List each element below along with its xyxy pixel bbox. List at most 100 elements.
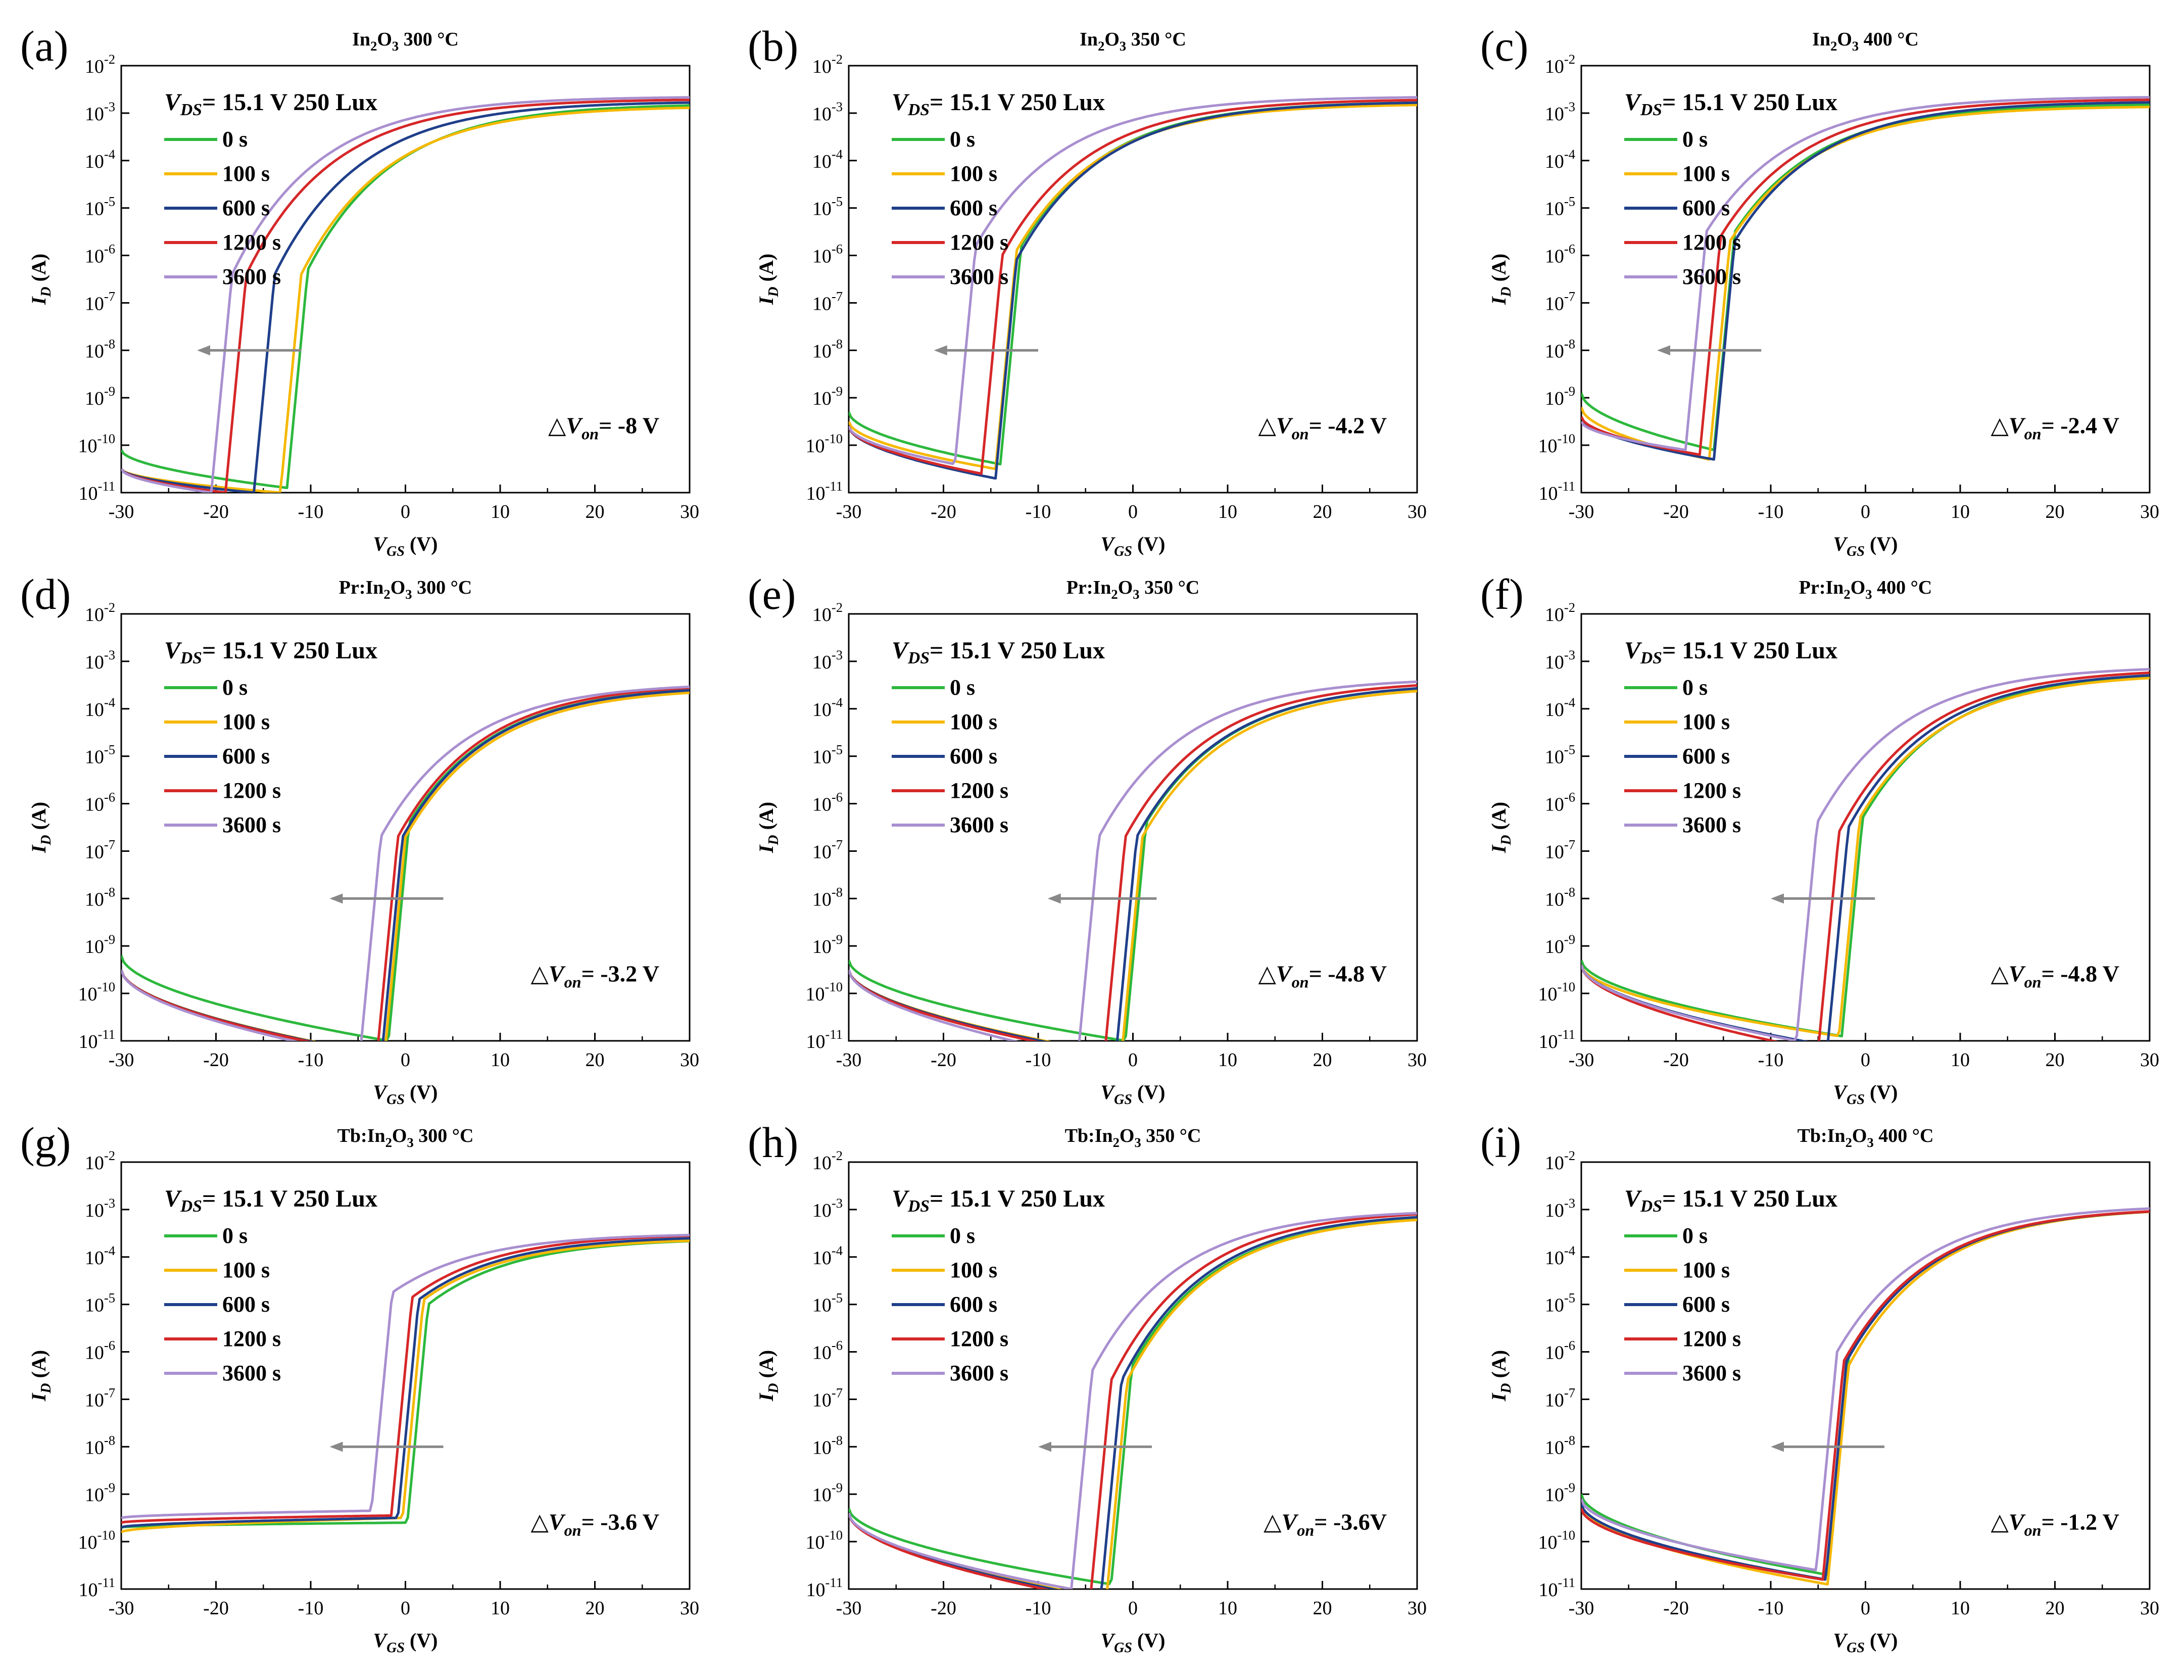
y-tick-label: 10-7 — [1545, 1385, 1575, 1411]
legend-label: 100 s — [222, 161, 270, 186]
x-tick-label: 10 — [491, 1049, 510, 1071]
x-tick-label: 30 — [680, 501, 699, 522]
legend-label: 3600 s — [1682, 264, 1741, 289]
legend-label: 3600 s — [222, 264, 281, 289]
y-axis-label: ID (A) — [1487, 254, 1514, 305]
y-tick-label: 10-6 — [812, 790, 843, 815]
legend-label: 1200 s — [950, 230, 1008, 255]
x-tick-label: 20 — [586, 1598, 605, 1619]
legend-label: 3600 s — [222, 812, 281, 837]
panel-f: (f) Pr:In2O3 400 °C -30 -20 -10 0 10 20 30 10-11 1… — [1480, 570, 2159, 1108]
y-tick-label: 10-6 — [1545, 242, 1575, 267]
series-line-100s — [121, 1239, 690, 1533]
panel-letter: (b) — [748, 22, 798, 70]
series-line-3600s — [849, 1212, 1417, 1589]
series-line-100s — [1581, 677, 2150, 1037]
series-group — [121, 96, 690, 493]
x-tick-label: 30 — [680, 1598, 699, 1619]
legend-label: 1200 s — [1682, 1326, 1741, 1351]
x-tick-label: -30 — [109, 1598, 134, 1619]
panel-e: (e) Pr:In2O3 350 °C -30 -20 -10 0 10 20 30 10-11 1… — [748, 570, 1427, 1108]
panel-i: (i) Tb:In2O3 400 °C -30 -20 -10 0 10 20 30 10-11 1… — [1480, 1118, 2159, 1656]
x-tick-label: -30 — [1569, 501, 1594, 522]
y-tick-label: 10-6 — [85, 790, 115, 815]
x-tick-label: -30 — [1569, 1049, 1594, 1071]
condition-label: VDS= 15.1 V 250 Lux — [1624, 89, 1837, 119]
x-tick-label: 30 — [680, 1049, 699, 1071]
series-line-1200s — [121, 99, 690, 493]
x-tick-label: -20 — [931, 1598, 956, 1619]
shift-arrowhead — [329, 893, 343, 904]
x-tick-label: -10 — [1026, 1049, 1051, 1071]
y-tick-label: 10-11 — [79, 1027, 115, 1052]
legend-label: 0 s — [950, 127, 975, 152]
series-line-600s — [849, 1216, 1417, 1589]
delta-von-label: △Von= -4.8 V — [1991, 961, 2120, 991]
y-tick-label: 10-4 — [85, 1243, 115, 1269]
y-tick-label: 10-2 — [1545, 52, 1575, 77]
panel-g: (g) Tb:In2O3 300 °C -30 -20 -10 0 10 20 30 10-11 1… — [20, 1118, 699, 1656]
legend-label: 0 s — [1682, 1223, 1708, 1248]
x-axis-label: VGS (V) — [1833, 533, 1898, 559]
shift-arrowhead — [1657, 345, 1670, 356]
panel-letter: (d) — [20, 570, 71, 618]
legend-label: 100 s — [950, 1258, 997, 1282]
x-axis-label: VGS (V) — [1100, 1081, 1165, 1108]
shift-arrowhead — [1771, 1442, 1784, 1452]
y-tick-label: 10-9 — [1545, 932, 1575, 957]
delta-von-label: △Von= -8 V — [548, 413, 659, 443]
y-tick-label: 10-2 — [1545, 600, 1575, 626]
legend-label: 600 s — [950, 1292, 997, 1317]
x-tick-label: -10 — [1758, 501, 1784, 522]
y-tick-label: 10-11 — [806, 478, 843, 504]
y-tick-label: 10-6 — [812, 242, 843, 267]
y-tick-label: 10-4 — [1545, 147, 1575, 172]
y-tick-label: 10-10 — [78, 431, 115, 457]
x-tick-label: 0 — [1128, 1049, 1138, 1071]
panel-b: (b) In2O3 350 °C -30 -20 -10 0 10 20 30 10-11 10-1… — [748, 22, 1427, 559]
series-line-3600s — [121, 1233, 690, 1519]
legend-label: 1200 s — [950, 778, 1008, 803]
legend-label: 3600 s — [1682, 812, 1741, 837]
y-tick-label: 10-11 — [79, 478, 115, 504]
y-tick-label: 10-3 — [1545, 1195, 1575, 1221]
x-tick-label: -10 — [1758, 1598, 1784, 1619]
y-tick-label: 10-8 — [1545, 1432, 1575, 1458]
x-tick-label: 30 — [2140, 1049, 2159, 1071]
panel-title: In2O3 350 °C — [1080, 29, 1186, 54]
y-tick-label: 10-3 — [85, 647, 115, 673]
y-axis-label: ID (A) — [755, 802, 782, 853]
panel-title: In2O3 300 °C — [352, 29, 459, 54]
y-tick-label: 10-4 — [812, 147, 843, 172]
y-tick-label: 10-10 — [806, 979, 843, 1005]
legend-label: 100 s — [222, 1258, 270, 1282]
x-tick-label: 20 — [1313, 1598, 1332, 1619]
x-tick-label: -20 — [1663, 1049, 1689, 1071]
y-tick-label: 10-2 — [812, 1148, 843, 1174]
x-tick-label: -10 — [1758, 1049, 1784, 1071]
x-tick-label: 10 — [491, 501, 510, 522]
y-tick-label: 10-11 — [806, 1027, 843, 1052]
panel-title: Tb:In2O3 350 °C — [1065, 1125, 1201, 1150]
y-tick-label: 10-11 — [806, 1575, 843, 1601]
y-axis-label: ID (A) — [27, 254, 54, 305]
series-group — [1581, 668, 2150, 1041]
y-tick-label: 10-6 — [85, 242, 115, 267]
delta-von-label: △Von= -3.6 V — [531, 1509, 660, 1540]
series-line-3600s — [1581, 1207, 2150, 1571]
condition-label: VDS= 15.1 V 250 Lux — [164, 1185, 377, 1216]
x-tick-label: 30 — [1408, 1049, 1427, 1071]
x-axis-label: VGS (V) — [373, 533, 438, 559]
series-group — [849, 96, 1417, 480]
series-line-0s — [849, 101, 1417, 466]
series-group — [1581, 1207, 2150, 1586]
x-tick-label: -20 — [203, 1598, 229, 1619]
panel-title: Tb:In2O3 400 °C — [1798, 1125, 1934, 1150]
series-line-600s — [1581, 101, 2150, 461]
y-axis-label: ID (A) — [755, 254, 782, 305]
y-tick-label: 10-9 — [85, 932, 115, 957]
x-tick-label: 10 — [1218, 1598, 1237, 1619]
y-tick-label: 10-4 — [85, 147, 115, 172]
series-line-600s — [849, 687, 1417, 1041]
series-line-600s — [849, 101, 1417, 480]
